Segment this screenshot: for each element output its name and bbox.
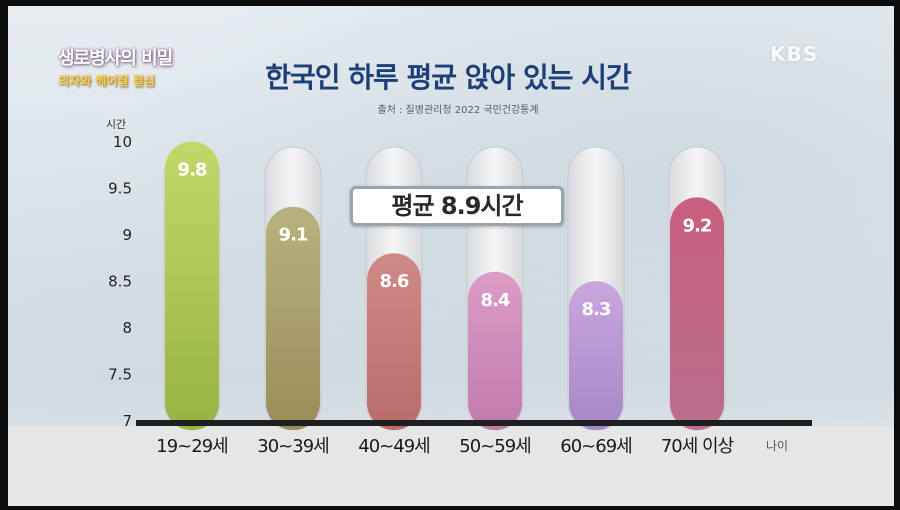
x-category-label: 70세 이상: [661, 436, 734, 457]
y-tick-label: 8: [122, 319, 132, 337]
bar-chart: 시간 10 9.5 9 8.5 8 7.5 7 9.8 9.1 8.6 8.4 8.3 9.2 19~29세…: [106, 118, 812, 457]
y-tick-label: 9.5: [108, 180, 132, 198]
bar: [468, 271, 522, 430]
x-category-label: 19~29세: [156, 436, 227, 457]
broadcaster-logo: KBS: [770, 42, 819, 66]
bar: [569, 281, 623, 430]
chart-source: 출처 : 질병관리청 2022 국민건강통계: [377, 105, 539, 116]
bar-value-label: 8.4: [481, 290, 510, 311]
x-category-label: 60~69세: [560, 436, 631, 457]
bar: [670, 197, 724, 430]
y-tick-label: 7: [122, 412, 132, 430]
x-category-label: 30~39세: [257, 436, 328, 457]
y-axis-label: 시간: [106, 118, 126, 131]
y-tick-label: 8.5: [108, 273, 132, 291]
floor-band: [8, 426, 894, 506]
bar: [266, 206, 320, 430]
bar-value-label: 9.2: [683, 215, 712, 236]
bar-value-label: 9.1: [279, 225, 308, 246]
x-category-label: 40~49세: [358, 436, 429, 457]
x-axis-label: 나이: [766, 439, 788, 453]
program-logo: 생로병사의 비밀 의자와 헤어질 결심: [58, 44, 198, 89]
screen: 생로병사의 비밀 의자와 헤어질 결심 KBS 한국인 하루 평균 앉아 있는 …: [8, 6, 894, 506]
x-axis-baseline: [136, 420, 812, 426]
bar-value-label: 8.3: [582, 299, 611, 320]
y-tick-label: 7.5: [108, 366, 132, 384]
bar-value-label: 9.8: [178, 160, 207, 181]
x-category-label: 50~59세: [459, 436, 530, 457]
bar: [165, 141, 219, 430]
program-logo-title: 생로병사의 비밀: [58, 48, 173, 69]
bar: [367, 253, 421, 430]
average-annotation: 평균 8.9시간: [350, 186, 564, 226]
y-tick-label: 10: [113, 133, 132, 151]
y-tick-label: 9: [122, 226, 132, 244]
program-logo-subtitle: 의자와 헤어질 결심: [58, 74, 155, 88]
bar-value-label: 8.6: [380, 271, 409, 292]
chart-title: 한국인 하루 평균 앉아 있는 시간: [265, 61, 632, 94]
